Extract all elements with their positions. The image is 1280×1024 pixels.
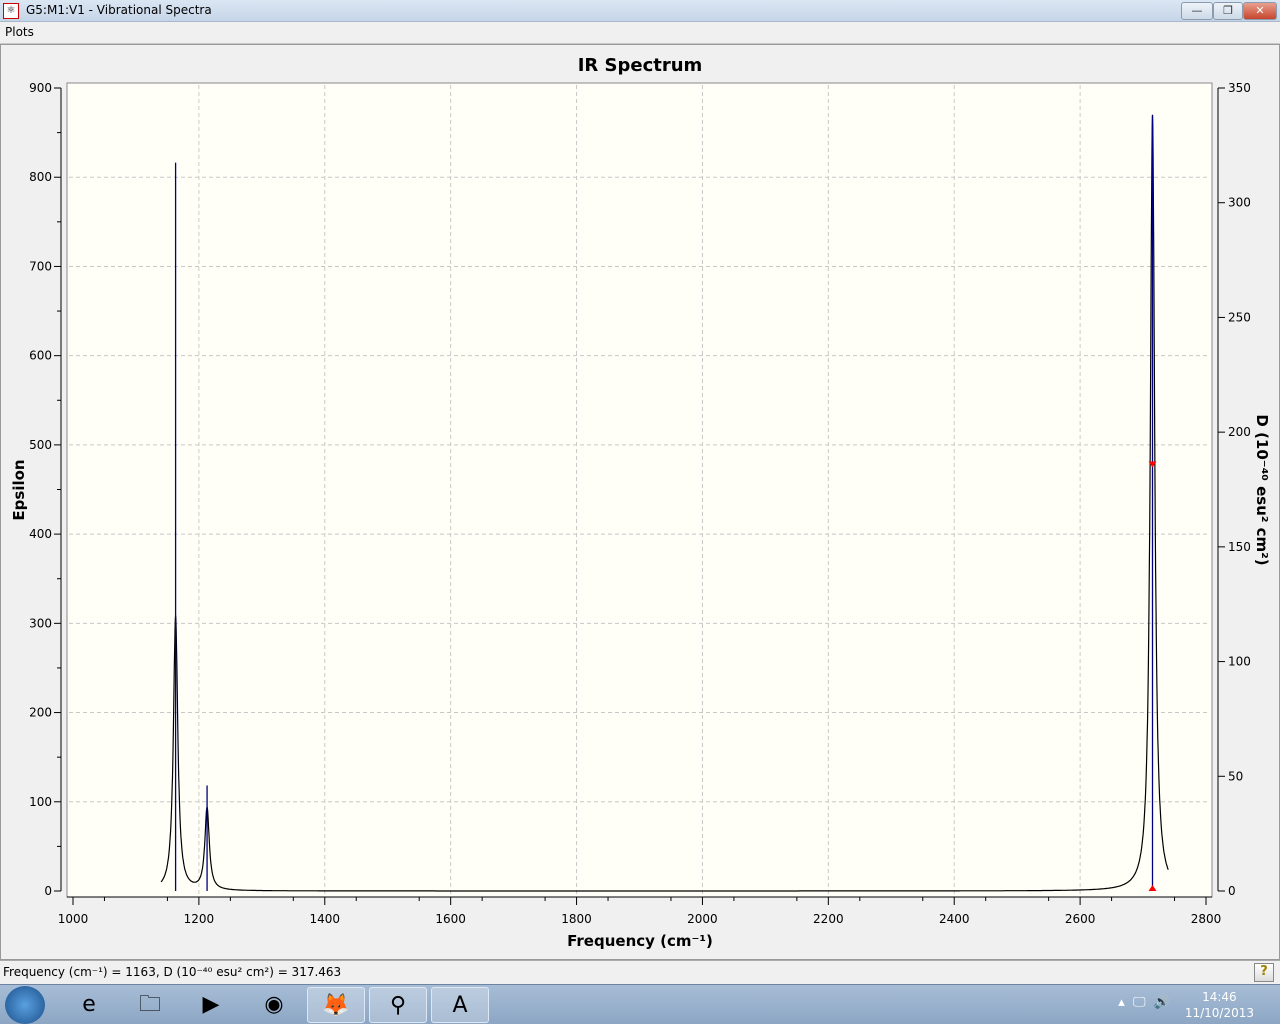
y2-tick-label: 100 (1228, 655, 1251, 669)
x-tick-label: 1600 (435, 912, 466, 926)
x-tick-label: 1800 (561, 912, 592, 926)
window-title: G5:M1:V1 - Vibrational Spectra (26, 3, 212, 17)
x-axis-label: Frequency (cm⁻¹) (567, 932, 713, 950)
y2-tick-label: 250 (1228, 310, 1251, 324)
app-icon: ⚛ (3, 3, 19, 19)
y2-tick-label: 300 (1228, 196, 1251, 210)
y-tick-label: 300 (29, 616, 52, 630)
plot-area (66, 82, 1213, 898)
y2-tick-label: 0 (1228, 884, 1236, 898)
chart-title: IR Spectrum (578, 55, 703, 76)
y-tick-label: 0 (44, 884, 52, 898)
chart-panel: IR Spectrum 1000 1200 1400 1600 1800 2000 2200… (0, 44, 1280, 960)
taskbar-file-explorer[interactable]: 🗀 (138, 992, 161, 1017)
taskbar-gaussview[interactable]: ⚲ (369, 987, 427, 1023)
menu-plots[interactable]: Plots (5, 25, 34, 39)
taskbar: e 🗀 ▶ ◉ 🦊 ⚲ A ▴ 🖵 🔊 14:46 11/10/2013 (0, 984, 1280, 1024)
status-bar: Frequency (cm⁻¹) = 1163, D (10⁻⁴⁰ esu² c… (0, 960, 1280, 984)
taskbar-wordpad[interactable]: A (431, 987, 489, 1023)
selected-marker-bottom (1148, 885, 1157, 891)
y-tick-label: 200 (29, 706, 52, 720)
y-axis-label: Epsilon (10, 459, 28, 520)
y2-axis-label: D (10⁻⁴⁰ esu² cm²) (1253, 414, 1271, 565)
x-tick-label: 2400 (939, 912, 970, 926)
y-tick-label: 100 (29, 795, 52, 809)
y-tick-label: 800 (29, 170, 52, 184)
x-tick-label: 2800 (1191, 912, 1222, 926)
help-button[interactable]: ? (1254, 963, 1274, 982)
start-button[interactable] (5, 986, 45, 1024)
y-tick-label: 400 (29, 527, 52, 541)
ir-spectrum-chart[interactable]: IR Spectrum 1000 1200 1400 1600 1800 2000 2200… (1, 45, 1280, 961)
x-tick-label: 2000 (687, 912, 718, 926)
x-tick-label: 2600 (1065, 912, 1096, 926)
taskbar-internet-explorer[interactable]: e (82, 992, 96, 1017)
spectrum-curve (160, 114, 1169, 892)
taskbar-chrome[interactable]: ◉ (264, 992, 284, 1017)
menu-bar: Plots (0, 22, 1280, 44)
restore-button[interactable]: ❐ (1213, 2, 1243, 20)
minimize-button[interactable]: — (1181, 2, 1213, 20)
clock[interactable]: 14:46 11/10/2013 (1185, 989, 1254, 1021)
x-tick-label: 1200 (184, 912, 215, 926)
y-tick-label: 600 (29, 349, 52, 363)
selected-marker-top (1148, 461, 1157, 468)
y-tick-label: 900 (29, 81, 52, 95)
x-tick-label: 2200 (813, 912, 844, 926)
y2-tick-label: 350 (1228, 81, 1251, 95)
title-bar: ⚛ G5:M1:V1 - Vibrational Spectra — ❐ ✕ (0, 0, 1280, 22)
y2-tick-label: 200 (1228, 425, 1251, 439)
clock-time: 14:46 (1202, 990, 1237, 1004)
y-tick-label: 500 (29, 438, 52, 452)
y-tick-label: 700 (29, 259, 52, 273)
clock-date: 11/10/2013 (1184, 1006, 1254, 1020)
x-tick-label: 1000 (58, 912, 89, 926)
y2-tick-label: 150 (1228, 540, 1251, 554)
system-tray[interactable]: ▴ 🖵 🔊 (1118, 995, 1170, 1010)
y2-tick-label: 50 (1228, 769, 1243, 783)
status-readout: Frequency (cm⁻¹) = 1163, D (10⁻⁴⁰ esu² c… (3, 965, 342, 979)
x-tick-label: 1400 (310, 912, 341, 926)
close-button[interactable]: ✕ (1243, 2, 1277, 20)
taskbar-firefox[interactable]: 🦊 (307, 987, 365, 1023)
taskbar-media-player[interactable]: ▶ (202, 992, 220, 1017)
